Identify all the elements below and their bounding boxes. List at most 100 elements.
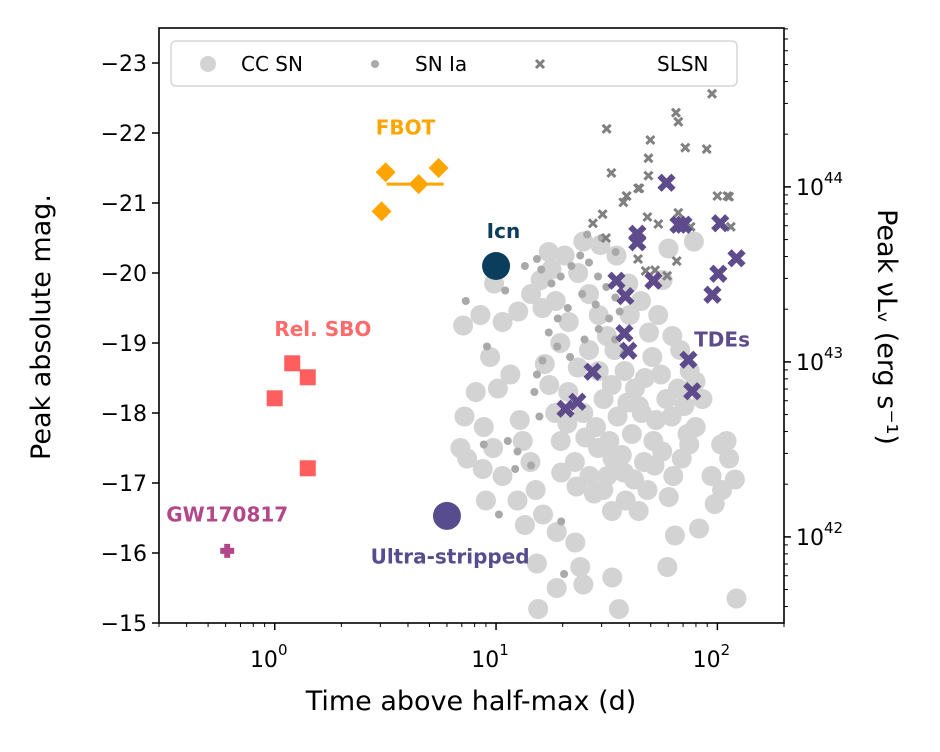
y-tick-label: −16 xyxy=(101,542,147,567)
slsn-point xyxy=(645,134,656,146)
legend-label-slsn: SLSN xyxy=(657,52,709,76)
slsn-point xyxy=(642,211,653,223)
axes-frame xyxy=(158,27,785,624)
sn-ia-point xyxy=(567,262,576,270)
slsn-point xyxy=(671,256,682,267)
y-axis-label: Peak absolute mag. xyxy=(26,194,57,460)
tdes-point xyxy=(657,173,676,192)
icn-point xyxy=(482,252,511,280)
y-tick-label: −20 xyxy=(101,262,147,287)
right-y-tick-label: 1042 xyxy=(796,519,843,551)
slsn-point xyxy=(673,116,684,127)
slsn-point xyxy=(680,142,691,153)
cc-sn-point xyxy=(573,403,594,423)
cc-sn-point xyxy=(650,364,671,385)
cc-sn-point xyxy=(483,438,504,458)
cc-sn-point xyxy=(724,469,745,490)
sn-ia-point xyxy=(576,251,585,260)
cc-sn-point xyxy=(564,452,585,472)
cc-sn-point xyxy=(602,567,623,588)
sn-ia-point xyxy=(553,342,562,351)
sn-ia-point xyxy=(511,465,520,473)
cc-sn-point xyxy=(602,448,623,469)
cc-sn-point xyxy=(565,532,586,553)
tdes-point xyxy=(619,341,638,360)
cc-sn-point xyxy=(619,305,640,325)
cc-sn-point xyxy=(643,431,664,451)
legend: CC SN SN Ia SLSN xyxy=(170,40,738,87)
cc-sn-point xyxy=(514,515,535,535)
sn-ia-point xyxy=(537,265,546,274)
tdes-point xyxy=(679,350,698,369)
cc-sn-point xyxy=(480,347,501,367)
cc-sn-point xyxy=(657,557,678,577)
slsn-point xyxy=(621,190,632,202)
sn-ia-point xyxy=(556,272,565,281)
cc-sn-point xyxy=(658,487,679,507)
right-y-tick-label: 1044 xyxy=(796,169,843,201)
sn-ia-point xyxy=(547,279,556,288)
cc-sn-point xyxy=(509,410,530,430)
slsn-point xyxy=(662,270,673,281)
sn-ia-point xyxy=(461,297,470,305)
annotation-icn: Icn xyxy=(487,219,521,243)
cc-sn-point xyxy=(487,378,508,399)
cc-sn-point xyxy=(492,466,513,486)
cc-sn-point xyxy=(645,410,666,430)
cc-sn-point xyxy=(689,518,710,539)
slsn-point xyxy=(643,170,654,181)
sn-ia-point xyxy=(566,353,575,361)
sn-ia-point xyxy=(538,356,547,365)
rel-sbo-point xyxy=(284,355,301,372)
cc-sn-point xyxy=(570,557,591,577)
x-tick-label: 100 xyxy=(250,641,288,673)
cc-sn-point xyxy=(525,480,546,500)
sn-ia-point xyxy=(501,286,510,295)
cc-sn-point xyxy=(558,312,579,332)
rel-sbo-point xyxy=(299,369,316,386)
cc-sn-point xyxy=(664,525,685,546)
tdes-point xyxy=(615,324,634,343)
cc-sn-point xyxy=(573,574,594,595)
slsn-point xyxy=(653,218,664,230)
rel-sbo-point xyxy=(299,460,316,477)
sn-ia-point xyxy=(611,293,620,302)
sn-ia-point xyxy=(594,325,603,333)
sn-ia-point xyxy=(520,262,529,270)
slsn-point xyxy=(632,253,644,265)
cc-sn-point xyxy=(532,298,553,318)
sn-ia-point xyxy=(513,447,522,456)
cc-sn-point xyxy=(557,413,578,434)
legend-marker-slsn xyxy=(534,58,546,70)
slsn-point xyxy=(601,123,612,134)
slsn-point xyxy=(618,197,629,208)
cc-sn-point xyxy=(601,375,622,395)
cc-sn-point xyxy=(614,361,635,381)
sn-ia-point xyxy=(479,440,488,449)
slsn-point xyxy=(587,218,598,229)
cc-sn-point xyxy=(674,396,695,416)
sn-ia-point xyxy=(594,272,603,281)
tdes-point xyxy=(568,392,587,411)
sn-ia-point xyxy=(503,437,512,445)
sn-ia-point xyxy=(532,255,541,263)
sn-ia-point xyxy=(530,388,539,396)
cc-sn-point xyxy=(642,347,663,367)
gw170817-point xyxy=(220,543,235,558)
tdes-point xyxy=(727,249,746,268)
cc-sn-point xyxy=(526,553,547,574)
cc-sn-point xyxy=(472,459,493,479)
slsn-point xyxy=(724,191,735,202)
tdes-point xyxy=(583,362,602,381)
cc-sn-point xyxy=(637,480,658,500)
sn-ia-point xyxy=(560,570,569,578)
cc-sn-point xyxy=(618,273,639,294)
legend-marker-cc-sn xyxy=(200,56,216,72)
x-axis-label: Time above half-max (d) xyxy=(305,686,637,717)
cc-sn-point xyxy=(628,396,649,416)
tdes-point xyxy=(683,382,702,401)
cc-sn-point xyxy=(575,427,596,448)
cc-sn-point xyxy=(567,357,588,378)
cc-sn-point xyxy=(608,599,629,619)
